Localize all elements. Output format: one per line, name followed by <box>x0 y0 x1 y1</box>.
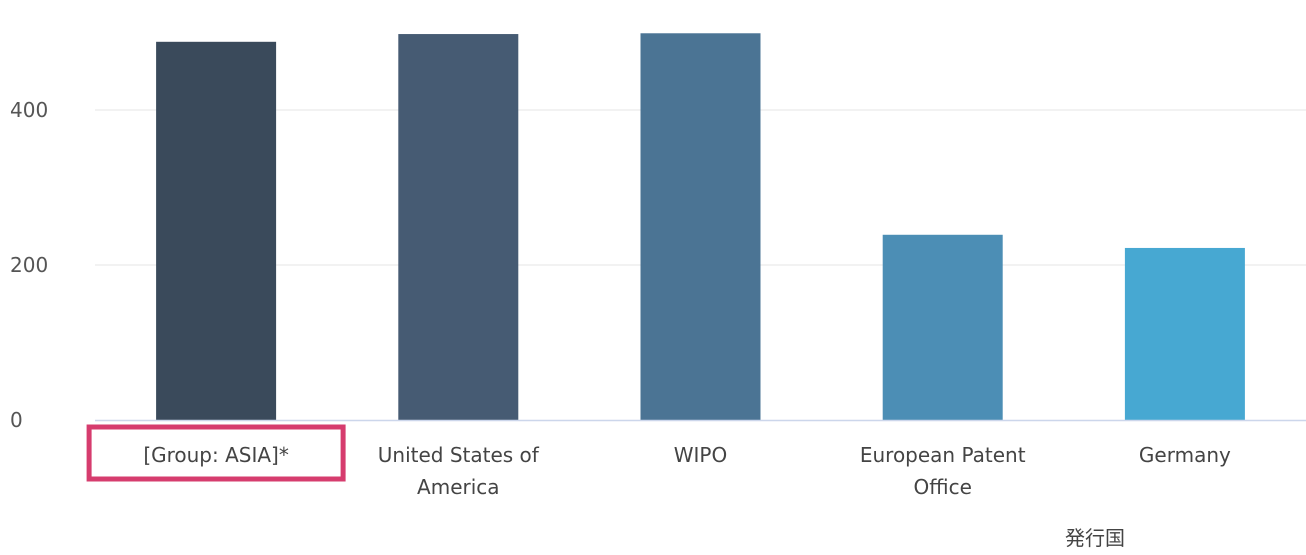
x-tick-label-line: Office <box>914 475 972 499</box>
y-tick-label: 400 <box>10 98 48 122</box>
x-tick-label: United States of America <box>378 443 540 499</box>
x-tick-label-line: European Patent <box>860 443 1026 467</box>
x-tick-label-line: Germany <box>1139 443 1231 467</box>
x-tick-label: [Group: ASIA]* <box>143 443 289 467</box>
x-tick-label-line: [Group: ASIA]* <box>143 443 289 467</box>
bar <box>398 34 519 421</box>
x-tick-label: WIPO <box>674 443 727 467</box>
bar <box>156 41 277 421</box>
y-tick-label: 200 <box>10 253 48 277</box>
x-tick-label: Germany <box>1139 443 1231 467</box>
bar <box>882 234 1003 420</box>
x-tick-label-line: United States of <box>378 443 540 467</box>
y-tick-label: 0 <box>10 408 23 432</box>
bar <box>1124 247 1245 420</box>
bar <box>640 33 761 421</box>
x-axis-title: 発行国 <box>1065 526 1125 550</box>
category-highlight-box <box>86 424 346 482</box>
x-tick-label-line: WIPO <box>674 443 727 467</box>
x-tick-label-line: America <box>417 475 500 499</box>
x-tick-label: European Patent Office <box>860 443 1026 499</box>
x-axis: [Group: ASIA]* United States of America WIP… <box>143 443 1231 499</box>
y-axis: 0 200 400 <box>10 98 48 432</box>
bars <box>156 33 1245 421</box>
